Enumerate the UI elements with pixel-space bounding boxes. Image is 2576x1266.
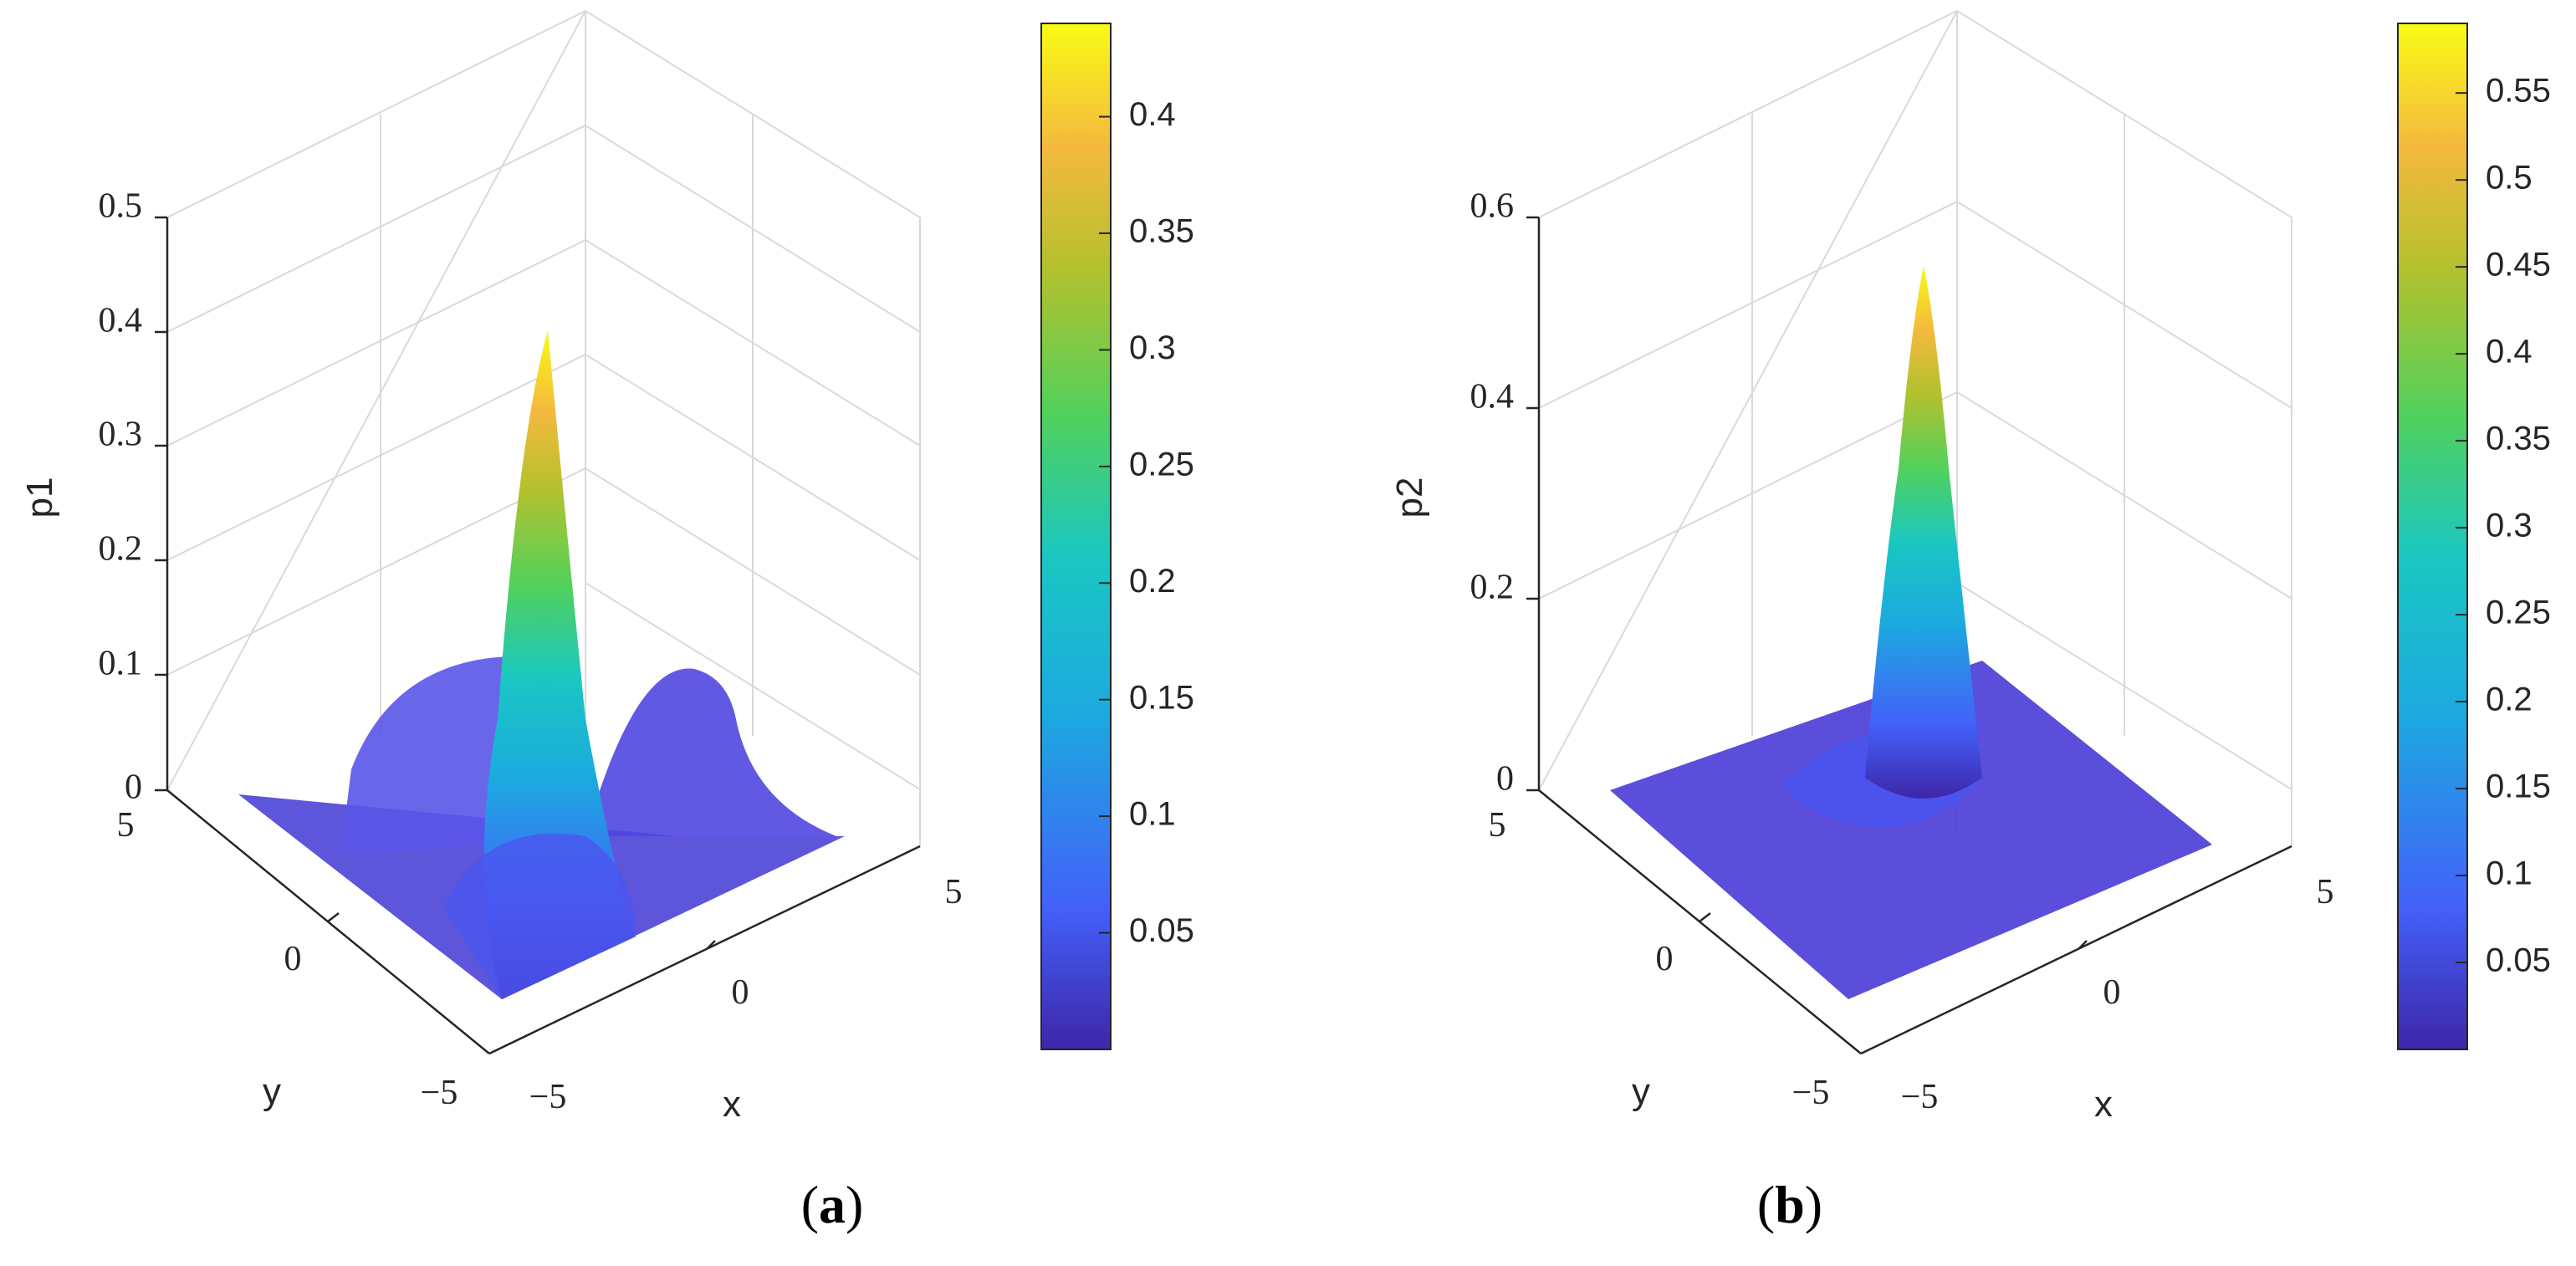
colorbar-b-bar	[2397, 23, 2468, 1050]
colorbar-tick-label: 0.05	[1129, 912, 1194, 949]
surface-plot-a	[238, 330, 845, 999]
y-tick-b-neg5: −5	[1792, 1074, 1830, 1112]
panel-a: 0 0.1 0.2 0.3 0.4 0.5 5 0 −5 −5 0 5 p1 y…	[19, 9, 1194, 1234]
colorbar-tick-label: 0.5	[2486, 160, 2533, 197]
axis-lines-b	[1526, 216, 2292, 1055]
x-tick-a-neg5: −5	[529, 1078, 567, 1116]
colorbar-tick-label: 0.1	[2486, 855, 2533, 892]
colorbar-tick-label: 0.35	[2486, 421, 2551, 457]
caption-a-letter: a	[819, 1175, 846, 1234]
colorbar-tick-label: 0.05	[2486, 942, 2551, 979]
y-tick-a-5: 5	[117, 806, 135, 845]
colorbar-a: 0.05 0.1 0.15 0.2 0.25 0.3 0.35 0.4	[1040, 23, 1194, 1050]
colorbar-tick-label: 0.45	[2486, 247, 2551, 283]
colorbar-tick-label: 0.25	[2486, 595, 2551, 631]
z-axis-label-a: p1	[19, 477, 60, 518]
z-tick-b-2: 0.4	[1470, 378, 1515, 416]
caption-b-close: )	[1805, 1175, 1822, 1234]
y-axis-label-a: y	[263, 1071, 281, 1112]
colorbar-tick-label: 0.2	[1129, 563, 1176, 600]
axes-box-a	[166, 9, 921, 846]
colorbar-b-ticks: 0.05 0.1 0.15 0.2 0.25 0.3 0.35 0.4 0.45 0.5 0.55	[2456, 73, 2551, 979]
surface-plot-b	[1610, 266, 2212, 999]
colorbar-b: 0.05 0.1 0.15 0.2 0.25 0.3 0.35 0.4 0.45 0.5 0.55	[2397, 23, 2551, 1050]
y-tick-b-5: 5	[1489, 806, 1506, 845]
colorbar-tick-label: 0.1	[1129, 796, 1176, 833]
caption-b: (b)	[1757, 1175, 1822, 1234]
caption-a-close: )	[846, 1175, 863, 1234]
caption-a-open: (	[801, 1175, 819, 1234]
z-tick-a-5: 0.5	[99, 187, 143, 226]
y-axis-label-b: y	[1632, 1071, 1650, 1112]
colorbar-tick-label: 0.25	[1129, 446, 1194, 482]
y-tick-labels-b: 5 0 −5	[1489, 806, 1830, 1112]
panel-b: 0 0.2 0.4 0.6 5 0 −5 −5 0 5 p2 y x 0.050…	[1389, 9, 2551, 1234]
z-tick-a-0: 0	[125, 768, 142, 807]
y-tick-b-0: 0	[1656, 940, 1674, 978]
caption-a: (a)	[801, 1175, 864, 1234]
axes-box-b	[1538, 9, 2292, 846]
colorbar-tick-label: 0.4	[2486, 334, 2533, 370]
caption-b-letter: b	[1775, 1175, 1805, 1234]
colorbar-tick-label: 0.55	[2486, 73, 2551, 110]
colorbar-tick-label: 0.35	[1129, 213, 1194, 250]
colorbar-a-ticks: 0.05 0.1 0.15 0.2 0.25 0.3 0.35 0.4	[1099, 96, 1194, 949]
x-tick-a-0: 0	[732, 973, 749, 1012]
z-tick-a-2: 0.2	[99, 530, 143, 569]
z-tick-b-0: 0	[1496, 760, 1514, 799]
colorbar-tick-label: 0.2	[2486, 681, 2533, 718]
colorbar-tick-label: 0.15	[2486, 768, 2551, 805]
z-axis-label-b: p2	[1389, 477, 1430, 518]
z-tick-labels-a: 0 0.1 0.2 0.3 0.4 0.5	[99, 187, 143, 807]
x-tick-b-neg5: −5	[1901, 1078, 1939, 1116]
x-axis-label-a: x	[723, 1084, 741, 1125]
x-axis-label-b: x	[2094, 1084, 2113, 1125]
x-tick-labels-b: −5 0 5	[1901, 873, 2334, 1116]
colorbar-tick-label: 0.15	[1129, 679, 1194, 716]
colorbar-a-bar	[1040, 23, 1112, 1050]
x-tick-b-5: 5	[2317, 873, 2334, 911]
x-tick-b-0: 0	[2103, 973, 2121, 1012]
colorbar-tick-label: 0.3	[1129, 329, 1176, 366]
z-tick-b-1: 0.2	[1470, 569, 1515, 607]
z-tick-b-3: 0.6	[1470, 187, 1515, 226]
y-tick-a-0: 0	[284, 940, 302, 978]
axis-lines-a	[155, 216, 921, 1055]
z-tick-labels-b: 0 0.2 0.4 0.6	[1470, 187, 1515, 799]
colorbar-tick-label: 0.3	[2486, 508, 2533, 544]
caption-b-open: (	[1757, 1175, 1775, 1234]
x-tick-a-5: 5	[945, 873, 963, 911]
z-tick-a-4: 0.4	[99, 302, 143, 340]
z-tick-a-3: 0.3	[99, 416, 143, 454]
y-tick-a-neg5: −5	[421, 1074, 458, 1112]
z-tick-a-1: 0.1	[99, 645, 143, 683]
colorbar-tick-label: 0.4	[1129, 96, 1176, 133]
x-tick-labels-a: −5 0 5	[529, 873, 963, 1116]
y-tick-labels-a: 5 0 −5	[117, 806, 458, 1112]
